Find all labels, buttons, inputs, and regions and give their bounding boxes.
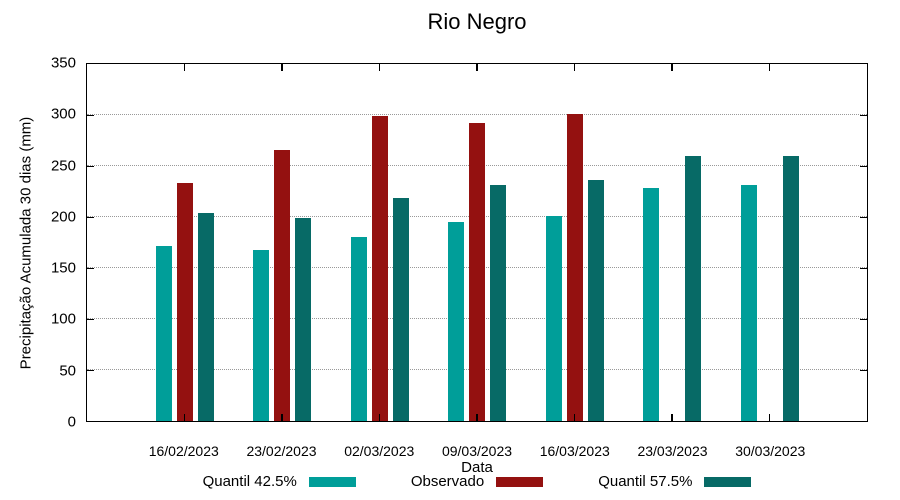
bar — [274, 149, 290, 421]
y-tick-mark — [860, 165, 867, 167]
x-tick-mark — [476, 414, 478, 421]
x-tick-mark — [281, 64, 283, 71]
y-axis-label: Precipitação Acumulada 30 dias (mm) — [17, 116, 35, 370]
x-tick-mark — [768, 64, 770, 71]
x-tick-mark — [183, 414, 185, 421]
x-tick-mark — [281, 414, 283, 421]
legend-item: Quantil 42.5% — [203, 473, 356, 490]
x-tick-label: 02/03/2023 — [344, 443, 415, 459]
bar-group — [740, 64, 799, 421]
legend-swatch — [496, 476, 544, 487]
y-tick-mark — [87, 267, 94, 269]
y-tick-mark — [860, 318, 867, 321]
bar — [176, 183, 193, 421]
x-tick-mark — [378, 414, 380, 421]
y-tick-mark — [860, 267, 867, 269]
x-tick-mark — [671, 414, 673, 421]
x-tick-label: 30/03/2023 — [735, 443, 806, 459]
y-tick-label: 150 — [50, 259, 76, 277]
x-tick-label: 23/03/2023 — [637, 443, 708, 459]
y-tick-mark — [87, 369, 94, 372]
bar — [685, 155, 701, 421]
y-tick-mark — [860, 216, 867, 219]
legend-item: Quantil 57.5% — [598, 473, 752, 490]
chart-title: Rio Negro — [427, 9, 527, 34]
bar-group — [253, 64, 311, 421]
bar-group — [545, 64, 604, 421]
x-tick-label: 16/03/2023 — [539, 443, 610, 459]
bar — [155, 245, 172, 421]
bar — [545, 215, 562, 421]
x-tick-label: 16/02/2023 — [148, 443, 219, 459]
y-tick-mark — [860, 369, 867, 372]
bar — [350, 237, 367, 421]
legend-swatch — [308, 476, 356, 487]
bar — [253, 249, 269, 421]
x-tick-mark — [476, 64, 478, 71]
x-tick-label: 23/02/2023 — [246, 443, 317, 459]
x-tick-mark — [183, 64, 185, 71]
y-tick-label: 350 — [50, 54, 76, 72]
x-tick-mark — [573, 64, 575, 71]
y-tick-mark — [87, 216, 94, 219]
bar-group — [448, 64, 506, 421]
bar-group — [643, 64, 701, 421]
bar — [740, 185, 757, 421]
y-tick-label: 300 — [50, 105, 76, 123]
y-tick-label: 100 — [50, 310, 76, 328]
gridline — [87, 114, 867, 115]
bar — [566, 113, 583, 421]
legend-label: Observado — [410, 473, 485, 490]
bar — [371, 116, 388, 421]
bar — [469, 123, 485, 421]
bar — [490, 185, 506, 421]
y-tick-mark — [87, 114, 94, 116]
bar — [587, 180, 604, 421]
bar-group — [350, 64, 409, 421]
y-tick-mark — [87, 165, 94, 167]
y-tick-label: 250 — [50, 157, 76, 175]
bar — [295, 218, 311, 421]
legend: Quantil 42.5% Observado Quantil 57.5% — [86, 473, 868, 490]
legend-item: Observado — [410, 473, 544, 490]
x-tick-mark — [573, 414, 575, 421]
bar — [448, 222, 464, 421]
x-axis-label: Data — [461, 459, 493, 476]
legend-label: Quantil 57.5% — [598, 473, 693, 490]
y-tick-label: 0 — [67, 413, 76, 431]
legend-label: Quantil 42.5% — [202, 473, 297, 490]
y-tick-mark — [87, 318, 94, 321]
y-tick-mark — [860, 114, 867, 116]
plot-area — [86, 63, 868, 422]
y-tick-label: 200 — [50, 208, 76, 226]
bar — [782, 155, 799, 421]
bar-group — [155, 64, 214, 421]
x-tick-mark — [378, 64, 380, 71]
bar — [643, 188, 659, 421]
x-tick-label: 09/03/2023 — [441, 443, 513, 459]
legend-swatch — [704, 476, 752, 487]
x-tick-mark — [671, 64, 673, 71]
bar — [197, 212, 214, 421]
y-tick-label: 50 — [59, 362, 76, 380]
bar — [392, 197, 409, 421]
x-tick-mark — [768, 414, 770, 421]
